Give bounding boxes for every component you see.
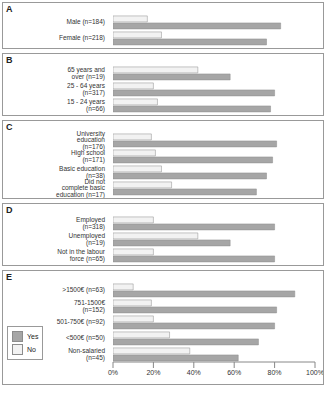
- html-text:C: C: [6, 122, 13, 132]
- html-text:A: A: [6, 4, 13, 14]
- svg-text:25 - 64 years(n=317): 25 - 64 years(n=317): [67, 82, 106, 97]
- svg-text:<500€ (n=50): <500€ (n=50): [66, 334, 105, 342]
- svg-text:Did notcomplete basiceducation: Did notcomplete basiceducation (n=17): [56, 178, 106, 198]
- svg-text:High school(n=171): High school(n=171): [71, 149, 106, 164]
- svg-text:Male (n=184): Male (n=184): [67, 18, 105, 26]
- svg-text:40%: 40%: [187, 369, 201, 376]
- html-text:No: No: [27, 346, 36, 353]
- svg-text:751-1500€(n=152): 751-1500€(n=152): [74, 299, 105, 314]
- svg-text:65 years andover (n=19): 65 years andover (n=19): [67, 66, 105, 80]
- html-text:E: E: [6, 272, 12, 282]
- svg-text:60%: 60%: [227, 369, 241, 376]
- html-text:B: B: [6, 55, 13, 65]
- svg-text:Universityeducation(n=176): Universityeducation(n=176): [76, 130, 105, 151]
- html-text:Yes: Yes: [27, 333, 39, 340]
- svg-text:0%: 0%: [108, 369, 118, 376]
- svg-text:Non-salaried(n=45): Non-salaried(n=45): [68, 347, 105, 362]
- html-text:(n=38): (n=38): [86, 171, 105, 179]
- svg-text:Employed(n=318): Employed(n=318): [76, 216, 105, 231]
- svg-text:80%: 80%: [268, 369, 282, 376]
- html-text:Basic education: Basic education: [59, 165, 105, 173]
- svg-text:100%: 100%: [306, 369, 320, 376]
- svg-text:Female (n=218): Female (n=218): [59, 34, 105, 42]
- svg-text:Unemployed(n=19): Unemployed(n=19): [69, 232, 106, 247]
- svg-text:15 - 24 years(n=66): 15 - 24 years(n=66): [67, 98, 106, 113]
- html-text:D: D: [6, 205, 13, 215]
- svg-text:Not in the labourforce (n=65): Not in the labourforce (n=65): [57, 248, 106, 263]
- svg-text:501-750€ (n=92): 501-750€ (n=92): [57, 318, 105, 326]
- svg-text:>1500€ (n=63): >1500€ (n=63): [62, 286, 105, 294]
- svg-text:20%: 20%: [146, 369, 160, 376]
